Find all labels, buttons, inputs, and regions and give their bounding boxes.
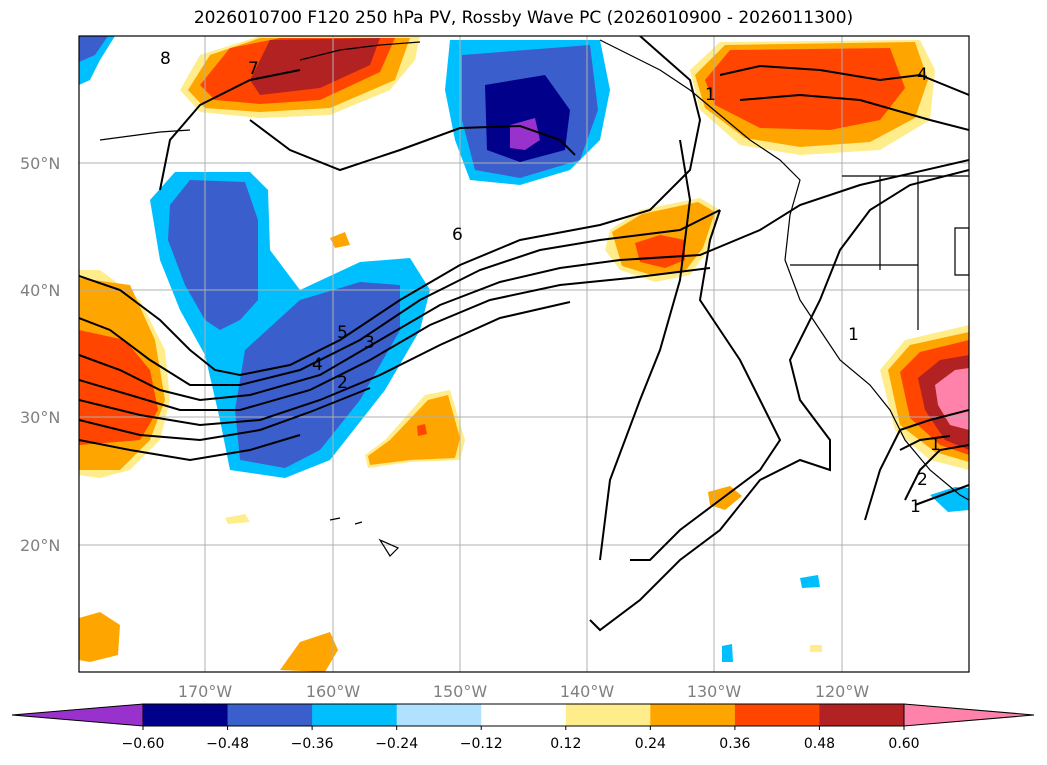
contour-label: 2 [917, 470, 928, 490]
colorbar-tick-label: −0.24 [375, 736, 418, 752]
colorbar-segment [227, 704, 313, 726]
contour-labels: 8 7 6 5 4 3 2 1 4 1 1 2 1 [160, 49, 941, 517]
contour-label: 4 [312, 355, 323, 375]
lat-label: 40°N [20, 281, 60, 300]
colorbar-tick-label: 0.60 [888, 736, 919, 752]
contour-label: 1 [705, 85, 716, 105]
colorbar-extend-max [903, 703, 1035, 727]
map-title: 2026010700 F120 250 hPa PV, Rossby Wave … [193, 8, 854, 28]
colorbar: −0.60 −0.48 −0.36 −0.24 −0.12 0.12 0.24 0.36 0.4… [11, 703, 1035, 752]
colorbar-segment [396, 704, 482, 726]
lat-label: 50°N [20, 154, 60, 173]
colorbar-segment [312, 704, 398, 726]
contour-label: 7 [248, 59, 259, 79]
lon-label: 140°W [560, 682, 615, 701]
colorbar-frame [142, 703, 905, 727]
contour-label: 2 [337, 373, 348, 393]
contour-lines [79, 36, 969, 632]
contour-label: 4 [917, 65, 928, 85]
colorbar-tick-label: −0.36 [291, 736, 334, 752]
map-frame [78, 35, 970, 673]
colorbar-segment [143, 704, 229, 726]
contour-label: 1 [910, 497, 921, 517]
lon-label: 170°W [178, 682, 233, 701]
contour-label: 3 [364, 333, 375, 353]
colorbar-segment [650, 704, 736, 726]
colorbar-segment [819, 704, 905, 726]
colorbar-segment [481, 704, 567, 726]
lon-label: 160°W [306, 682, 361, 701]
colorbar-tick-label: 0.24 [635, 736, 666, 752]
colorbar-tick-label: 0.36 [719, 736, 750, 752]
lon-label: 130°W [687, 682, 742, 701]
lat-label: 30°N [20, 408, 60, 427]
north-america-coast [599, 39, 969, 501]
lon-axis: 170°W 160°W 150°W 140°W 130°W 120°W [178, 682, 870, 701]
gridlines [79, 36, 969, 672]
lat-label: 20°N [20, 536, 60, 555]
colorbar-tick-label: −0.48 [206, 736, 249, 752]
contour-label: 6 [452, 225, 463, 245]
lon-label: 150°W [433, 682, 488, 701]
colorbar-segment [734, 704, 820, 726]
colorbar-tick-label: 0.12 [550, 736, 581, 752]
colorbar-tick-label: −0.60 [122, 736, 165, 752]
colorbar-segment [565, 704, 651, 726]
pv-shading [79, 36, 969, 672]
contour-label: 1 [930, 435, 941, 455]
contour-label: 5 [337, 323, 348, 343]
lat-axis: 50°N 40°N 30°N 20°N [20, 154, 60, 555]
lon-label: 120°W [815, 682, 870, 701]
colorbar-tick-label: −0.12 [460, 736, 503, 752]
colorbar-tick-label: 0.48 [804, 736, 835, 752]
contour-label: 1 [848, 325, 859, 345]
colorbar-extend-min [11, 703, 144, 727]
contour-label: 8 [160, 49, 171, 69]
trough-contour [589, 169, 969, 632]
